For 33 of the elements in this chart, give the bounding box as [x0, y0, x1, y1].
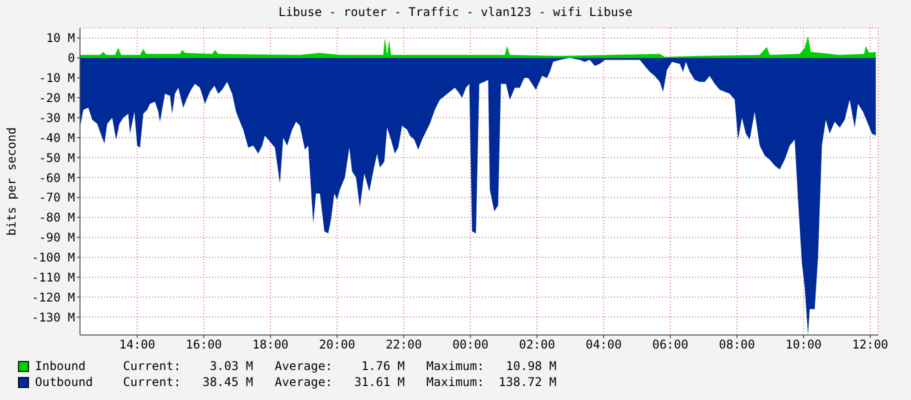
x-tick-label: 06:00: [652, 338, 688, 352]
x-tick-label: 04:00: [586, 338, 622, 352]
x-tick-label: 20:00: [319, 338, 356, 352]
x-tick-label: 22:00: [386, 338, 422, 352]
y-tick-label: -60 M: [38, 170, 75, 185]
x-tick-label: 00:00: [452, 338, 488, 352]
legend-label: Inbound: [35, 359, 87, 373]
chart-title: Libuse - router - Traffic - vlan123 - wifi Libuse: [277, 5, 634, 19]
y-tick-label: -120 M: [32, 290, 75, 304]
y-tick-label: -130 M: [32, 310, 75, 324]
x-tick-label: 08:00: [718, 338, 756, 352]
x-tick-label: 18:00: [252, 338, 289, 352]
x-tick-label: 16:00: [186, 338, 222, 352]
x-tick-label: 14:00: [119, 338, 156, 352]
x-tick-label: 12:00: [852, 338, 888, 352]
x-tick-label: 10:00: [786, 338, 822, 352]
y-tick-label: -10 M: [38, 71, 75, 86]
text: Current: 38.45 M Average: 31.61 M Maximum: 138.72 M: [123, 375, 556, 389]
y-tick-label: 10 M: [46, 31, 75, 46]
y-tick-label: -80 M: [38, 210, 75, 225]
y-tick-label: -20 M: [38, 91, 75, 106]
y-tick-label: -40 M: [38, 130, 75, 145]
x-tick-label: 02:00: [518, 338, 556, 352]
legend-label: Outbound: [35, 375, 94, 389]
y-tick-label: -100 M: [32, 250, 75, 265]
y-axis-title: bits per second: [4, 127, 18, 236]
y-tick-label: -50 M: [38, 150, 75, 165]
y-tick-label: -30 M: [38, 110, 75, 125]
y-tick-label: -70 M: [38, 190, 75, 205]
text: Current: 3.03 M Average: 1.76 M Maximum: 10.98 M: [123, 359, 556, 373]
y-tick-label: 0: [68, 51, 75, 66]
y-tick-label: -90 M: [38, 230, 75, 245]
y-tick-label: -110 M: [32, 270, 75, 284]
